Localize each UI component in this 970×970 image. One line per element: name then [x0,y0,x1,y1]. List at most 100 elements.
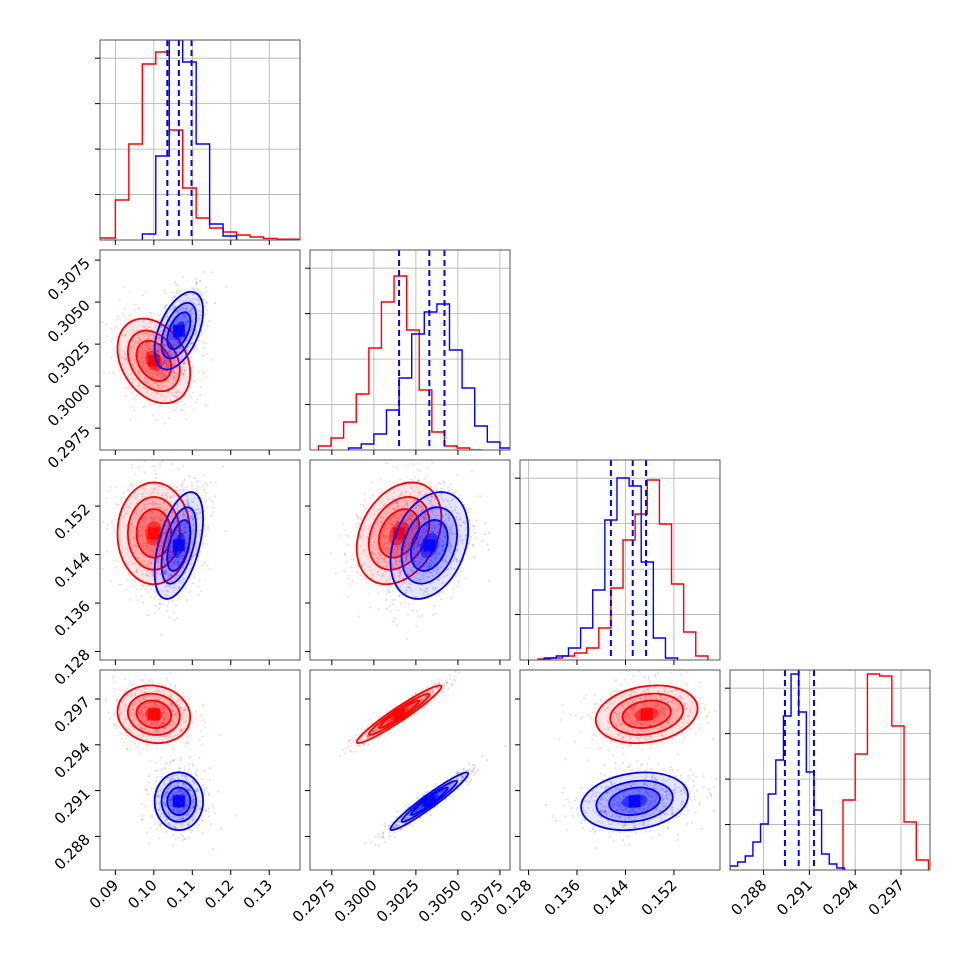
blue-sample-point [168,337,171,340]
red-sample-point [403,510,406,513]
blue-sample-point [164,572,167,575]
red-sample-point [165,678,169,682]
red-sample-point [143,488,146,491]
red-sample-point [162,360,165,363]
red-sample-point [140,535,143,538]
red-sample-point [161,723,164,726]
red-sample-point [133,709,136,712]
blue-sample-point [407,524,410,527]
red-sample-point [151,488,154,491]
blue-sample-point [149,588,152,591]
blue-sample-point [438,591,441,594]
blue-sample-point [396,566,399,569]
y-tick-label: 0.152 [51,500,94,543]
red-sample-point [384,503,387,506]
blue-sample-point [178,816,181,819]
blue-sample-point [163,589,166,592]
blue-sample-point [425,562,428,565]
blue-sample-point [191,307,194,310]
blue-sample-point [403,545,406,549]
red-sample-point [113,530,116,533]
red-sample-point [165,361,168,364]
red-sample-point [419,517,422,520]
blue-sample-point [449,483,452,486]
blue-sample-point [195,287,199,290]
blue-sample-point [420,508,423,511]
blue-sample-point [414,595,418,598]
blue-sample-point [199,511,202,514]
blue-sample-point [418,562,421,565]
blue-sample-point [172,344,175,347]
red-sample-point [159,369,163,372]
red-sample-point [420,510,423,513]
red-sample-point [110,327,113,331]
blue-sample-point [191,556,194,559]
blue-sample-point [190,309,193,312]
blue-sample-point [188,311,191,314]
blue-sample-point [179,338,182,341]
red-sample-point [160,707,163,710]
red-sample-point [148,743,151,746]
blue-sample-point [176,351,179,354]
red-sample-point [380,553,383,556]
red-sample-point [397,505,400,508]
blue-histogram [347,303,510,450]
red-sample-point [143,460,146,463]
red-sample-point [110,356,113,359]
red-sample-point [158,372,161,375]
blue-sample-point [171,552,174,555]
red-sample-point [175,587,178,590]
grid [100,40,300,240]
red-sample-point [412,513,415,516]
blue-sample-point [442,545,445,548]
red-sample-point [111,676,114,679]
blue-sample-point [157,349,160,352]
blue-sample-point [170,291,173,294]
blue-sample-point [178,561,181,564]
red-sample-point [125,706,128,710]
red-sample-point [130,346,133,349]
red-sample-point [107,711,110,714]
blue-sample-point [170,360,173,364]
panel-1-1 [305,249,511,455]
red-sample-point [163,730,166,734]
blue-sample-point [201,564,204,567]
blue-sample-point [484,522,487,525]
blue-sample-point [444,537,447,540]
red-sample-point [157,386,160,389]
blue-sample-point [434,497,437,500]
red-sample-point [130,313,133,316]
blue-sample-point [437,565,440,569]
blue-sample-point [193,815,196,818]
blue-sample-point [439,482,442,485]
red-sample-point [393,559,396,562]
blue-sample-point [170,353,173,356]
red-sample-point [125,579,129,582]
blue-sample-point [180,346,183,349]
panel-0-0 [95,39,301,245]
blue-sample-point [448,545,451,549]
blue-sample-point [434,562,437,566]
blue-sample-point [163,571,166,574]
red-sample-point [206,404,209,407]
red-sample-point [372,508,376,511]
red-sample-point [164,734,167,737]
blue-sample-point [440,540,443,543]
blue-sample-point [455,560,458,564]
blue-sample-point [173,295,176,298]
red-sample-point [144,688,147,691]
red-sample-point [379,551,382,554]
blue-sample-point [171,557,174,560]
blue-sample-point [204,313,207,316]
red-sample-point [158,520,162,523]
red-sample-point [146,391,149,394]
blue-sample-point [183,500,186,503]
red-sample-point [144,691,147,694]
blue-sample-point [174,280,177,283]
red-sample-point [128,683,131,686]
red-sample-point [156,349,160,352]
blue-sample-point [175,616,178,619]
red-sample-point [118,299,121,302]
red-sample-point [181,530,184,533]
red-sample-point [185,418,188,421]
